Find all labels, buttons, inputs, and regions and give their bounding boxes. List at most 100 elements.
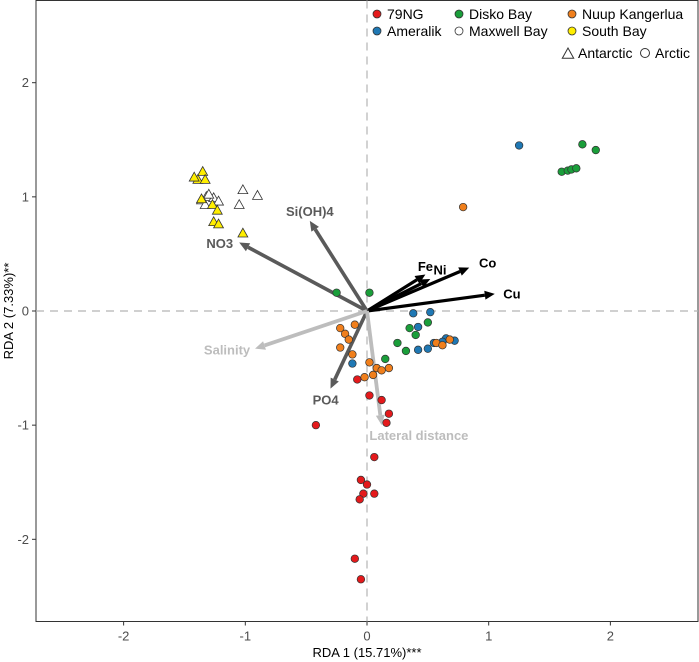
loading-arrow-salinity [263,309,368,348]
arrow-label-si-oh-4: Si(OH)4 [286,204,334,219]
point-79ng [377,395,386,405]
legend-key-south-bay [567,26,577,36]
point-nuup-kangerlua [350,320,359,329]
arrow-label-ni: Ni [434,262,447,277]
legend-key-ameralik [372,26,382,36]
legend-key-disko-bay [454,9,464,19]
arrow-label-lateral-distance: Lateral distance [369,428,468,443]
x-axis-title: RDA 1 (15.71%)*** [312,645,421,660]
point-79ng [356,575,366,584]
point-nuup-kangerlua [384,363,394,373]
point-79ng [370,489,379,498]
point-nuup-kangerlua [368,370,378,380]
point-south-bay [199,173,211,184]
arrow-head [239,242,251,252]
point-disko-bay [332,288,341,297]
arrow-head [375,414,385,426]
point-ameralik [413,345,423,354]
legend-label-arctic: Arctic [655,45,690,61]
point-disko-bay [405,323,414,333]
point-nuup-kangerlua [344,335,353,344]
point-79ng [353,375,362,384]
legend-key-maxwell-bay [454,26,464,36]
point-79ng [384,409,394,418]
point-ameralik [413,322,423,332]
point-nuup-kangerlua [348,350,357,359]
point-79ng [356,475,366,485]
arrow-label-cu: Cu [503,286,520,301]
legend-label-ameralik: Ameralik [387,23,442,39]
point-79ng [355,495,364,504]
arrow-label-co: Co [479,256,496,271]
point-nuup-kangerlua [365,358,374,367]
point-disko-bay [365,288,374,297]
plot-panel: Fe Ni Co Cu Si(OH)4 NO3 PO4 Salinity Lateral dis… [35,0,699,622]
y-tick-label: 2 [22,75,29,90]
legend-label-antarctic: Antarctic [578,45,632,61]
point-disko-bay [411,330,420,340]
point-nuup-kangerlua [438,341,447,350]
sample-points [188,140,600,584]
loading-arrow-no3 [247,245,368,313]
point-ameralik [426,307,435,317]
legend-label-nuup-kangerlua: Nuup Kangerlua [582,6,683,22]
point-maxwell-bay [233,198,245,209]
point-south-bay [237,227,249,238]
x-tick-label: 2 [607,629,614,644]
point-disko-bay [393,338,402,348]
point-79ng [365,391,374,400]
y-tick-label: 1 [22,189,29,204]
arrow-head [414,274,426,284]
point-maxwell-bay [199,198,211,209]
legend-key-arctic [640,48,650,58]
point-nuup-kangerlua [458,202,468,212]
point-79ng [311,421,321,430]
point-ameralik [514,141,524,150]
legend-key-antarctic [561,46,575,59]
point-nuup-kangerlua [360,373,369,382]
legend-key-79ng [372,9,382,19]
point-disko-bay [401,346,411,356]
point-disko-bay [578,140,587,149]
legend-key-nuup-kangerlua [567,9,577,19]
arrow-label-fe: Fe [418,259,433,274]
point-maxwell-bay [212,195,225,206]
arrow-label-salinity: Salinity [204,342,251,357]
point-disko-bay [381,354,390,364]
arrow-head [255,341,266,350]
arrow-head [484,290,495,300]
point-maxwell-bay [237,183,249,195]
loading-arrow-cu [366,293,486,313]
x-tick-label: -1 [240,629,252,644]
legend-label-south-bay: South Bay [582,23,647,39]
point-nuup-kangerlua [336,323,345,333]
point-79ng [382,418,391,428]
arrow-head [458,267,470,276]
point-maxwell-bay [251,189,264,200]
point-ameralik [423,344,432,353]
y-tick-label: 0 [22,304,29,319]
point-disko-bay [572,164,581,173]
point-79ng [370,452,379,462]
loading-arrow-po4 [333,310,369,381]
point-maxwell-bay [203,188,215,199]
y-tick-label: -1 [17,418,29,433]
point-nuup-kangerlua [336,343,345,352]
point-south-bay [206,198,219,209]
arrow-label-no3: NO3 [206,236,233,251]
point-ameralik [409,309,418,318]
point-nuup-kangerlua [377,366,386,375]
arrow-head [309,220,319,232]
legend-label-79ng: 79NG [387,6,424,22]
axes: -2 -1 0 1 2 -2 -1 0 1 2 [17,75,614,643]
point-south-bay [197,165,209,176]
loading-arrow-si-oh-4 [313,228,369,312]
x-tick-label: -2 [118,629,130,644]
loading-labels: Fe Ni Co Cu Si(OH)4 NO3 PO4 Salinity Lateral dis… [204,204,521,443]
arrow-head [330,377,339,389]
point-south-bay [212,218,225,229]
point-south-bay [195,193,208,204]
point-nuup-kangerlua [445,335,454,344]
arrow-head [419,279,431,288]
